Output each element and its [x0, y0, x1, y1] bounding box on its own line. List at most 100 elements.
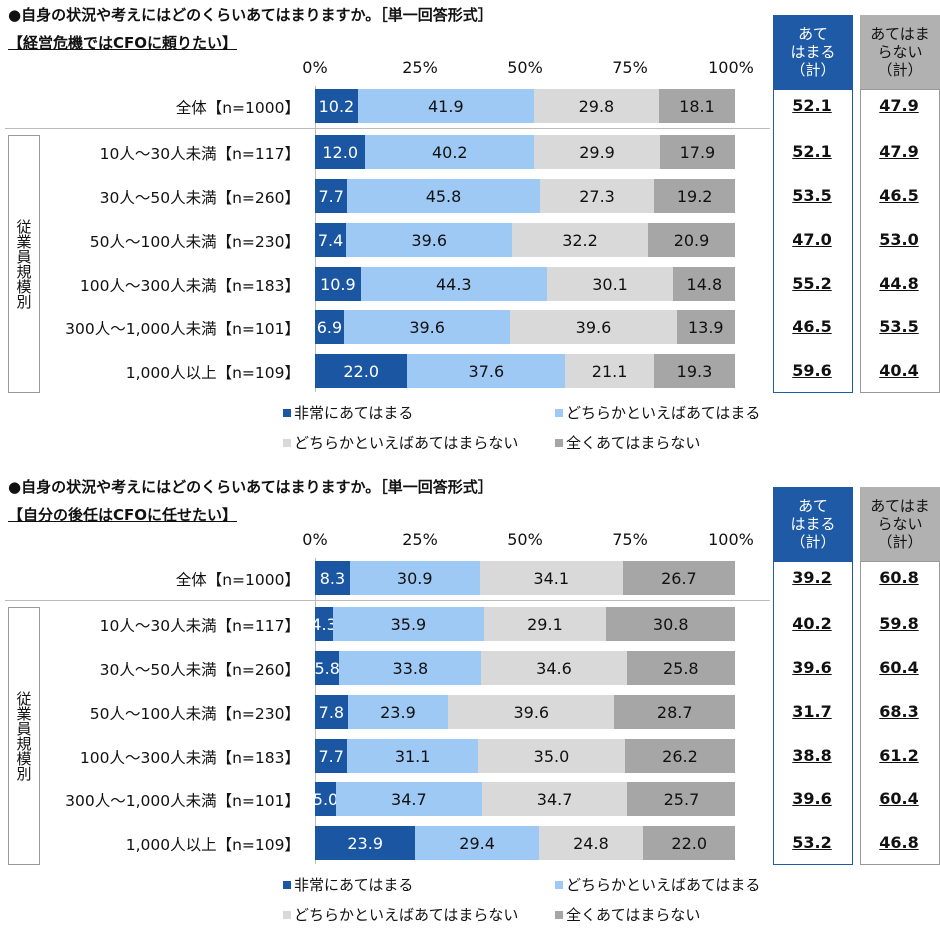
- bar-segment-3: 21.1: [565, 354, 654, 388]
- category-label: 10人～30人未満【n=117】: [99, 145, 300, 163]
- no-total-value: 47.9: [879, 142, 919, 161]
- bar-segment-1: 5.8: [315, 651, 340, 685]
- yes-total-value: 39.6: [792, 789, 832, 808]
- x-tick-label: 25%: [402, 530, 438, 549]
- bar-segment-2: 41.9: [357, 89, 534, 123]
- legend-swatch: [283, 880, 291, 889]
- header-yes: あて はまる （計）: [773, 487, 853, 561]
- bar-segment-3: 32.2: [512, 223, 648, 257]
- bar-segment-4: 26.2: [624, 739, 735, 773]
- bar-segment-4: 28.7: [614, 695, 735, 729]
- bar-segment-2: 39.6: [346, 223, 513, 257]
- header-line: （計）: [790, 533, 836, 551]
- bar-segment-4: 19.2: [654, 179, 735, 213]
- legend-label: 非常にあてはまる: [294, 404, 414, 422]
- legend-item: どちらかといえばあてはまらない: [283, 904, 518, 925]
- bar-segment-1: 6.9: [315, 310, 344, 344]
- header-line: （計）: [790, 61, 836, 79]
- header-line: はまる: [790, 515, 836, 533]
- category-label: 300人～1,000人未満【n=101】: [65, 320, 300, 338]
- category-label: 30人～50人未満【n=260】: [99, 661, 300, 679]
- bar-segment-1: 7.8: [315, 695, 348, 729]
- question-text: ●自身の状況や考えにはどのくらいあてはまりますか。［単一回答形式］: [8, 478, 493, 496]
- category-label: 50人～100人未満【n=230】: [89, 705, 300, 723]
- yes-total-value: 52.1: [792, 96, 832, 115]
- bar-segment-4: 19.3: [653, 354, 735, 388]
- header-line: らない: [877, 515, 923, 533]
- legend-item: どちらかといえばあてはまる: [555, 402, 760, 423]
- bar-segment-3: 30.1: [546, 267, 674, 301]
- legend-label: どちらかといえばあてはまる: [566, 876, 761, 894]
- yes-total-value: 55.2: [792, 274, 832, 293]
- category-label: 300人～1,000人未満【n=101】: [65, 792, 300, 810]
- bar-segment-3: 29.8: [533, 89, 659, 123]
- bar-segment-3: 29.1: [483, 607, 607, 641]
- no-total-value: 59.8: [879, 614, 919, 633]
- bar-segment-3: 34.6: [481, 651, 627, 685]
- legend-swatch: [555, 438, 563, 447]
- bar-segment-2: 23.9: [347, 695, 449, 729]
- bar-segment-1: 8.3: [315, 561, 350, 595]
- no-total-value: 46.8: [879, 833, 919, 852]
- bar-segment-2: 34.7: [336, 782, 482, 816]
- header-line: （計）: [877, 533, 923, 551]
- bar-segment-2: 40.2: [365, 135, 535, 169]
- chart-title: 【自分の後任はCFOに任せたい】: [8, 506, 238, 524]
- bar-segment-2: 35.9: [333, 607, 484, 641]
- legend-swatch: [283, 408, 291, 417]
- bar-segment-3: 39.6: [448, 695, 615, 729]
- no-total-value: 46.5: [879, 186, 919, 205]
- legend-swatch: [555, 880, 563, 889]
- yes-total-value: 53.5: [792, 186, 832, 205]
- header-line: （計）: [877, 61, 923, 79]
- header-line: あてはま: [870, 25, 930, 43]
- legend-label: どちらかといえばあてはまる: [566, 404, 761, 422]
- x-tick-label: 0%: [302, 58, 328, 77]
- separator-line: [5, 128, 770, 129]
- bar-segment-3: 34.1: [479, 561, 623, 595]
- legend-label: 全くあてはまらない: [566, 434, 701, 452]
- bar-segment-4: 17.9: [659, 135, 735, 169]
- header-line: らない: [877, 43, 923, 61]
- legend-swatch: [283, 438, 291, 447]
- header-text: あてはま らない （計）: [870, 497, 929, 551]
- bar-segment-4: 18.1: [658, 89, 735, 123]
- legend-item: 非常にあてはまる: [283, 874, 413, 895]
- category-label: 1,000人以上【n=109】: [125, 836, 300, 854]
- no-total-value: 40.4: [879, 361, 919, 380]
- bar-segment-1: 12.0: [315, 135, 366, 169]
- x-tick-label: 25%: [402, 58, 438, 77]
- legend-swatch: [555, 910, 563, 919]
- no-total-value: 53.0: [879, 230, 919, 249]
- bar-segment-3: 39.6: [510, 310, 677, 344]
- legend-item: 全くあてはまらない: [555, 904, 700, 925]
- question-text: ●自身の状況や考えにはどのくらいあてはまりますか。［単一回答形式］: [8, 6, 493, 24]
- legend-label: どちらかといえばあてはまらない: [294, 434, 519, 452]
- bar-segment-4: 22.0: [643, 826, 736, 860]
- header-line: あて: [798, 25, 828, 43]
- bar-segment-1: 5.0: [315, 782, 336, 816]
- yes-total-value: 47.0: [792, 230, 832, 249]
- yes-total-box: [773, 561, 853, 865]
- yes-total-value: 39.2: [792, 568, 832, 587]
- header-line: あてはま: [870, 497, 930, 515]
- legend-swatch: [555, 408, 563, 417]
- bar-segment-3: 35.0: [477, 739, 625, 773]
- group-label: 従業員規模別: [8, 135, 40, 393]
- bar-segment-1: 7.7: [315, 179, 348, 213]
- bar-segment-4: 30.8: [606, 607, 736, 641]
- bar-segment-4: 14.8: [673, 267, 736, 301]
- bar-segment-2: 30.9: [349, 561, 480, 595]
- category-label: 30人～50人未満【n=260】: [99, 189, 300, 207]
- bar-segment-3: 24.8: [538, 826, 644, 860]
- yes-total-value: 40.2: [792, 614, 832, 633]
- bar-segment-1: 10.2: [315, 89, 358, 123]
- yes-total-value: 53.2: [792, 833, 832, 852]
- yes-total-value: 52.1: [792, 142, 832, 161]
- bar-segment-2: 45.8: [347, 179, 540, 213]
- legend-item: どちらかといえばあてはまらない: [283, 432, 518, 453]
- bar-segment-2: 44.3: [360, 267, 547, 301]
- category-label: 1,000人以上【n=109】: [125, 364, 300, 382]
- separator-line: [5, 600, 770, 601]
- category-label: 全体【n=1000】: [175, 99, 300, 117]
